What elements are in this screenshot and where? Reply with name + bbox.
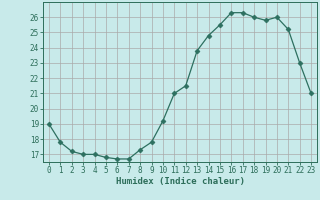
X-axis label: Humidex (Indice chaleur): Humidex (Indice chaleur) xyxy=(116,177,244,186)
